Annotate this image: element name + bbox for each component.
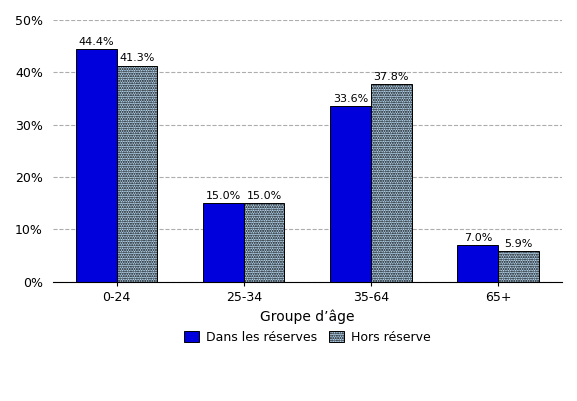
Bar [117, 65, 158, 282]
Text: 7.0%: 7.0% [463, 233, 492, 243]
Bar [76, 49, 117, 282]
Bar [498, 251, 539, 282]
Text: 15.0%: 15.0% [206, 191, 241, 201]
X-axis label: Groupe d’âge: Groupe d’âge [260, 309, 355, 324]
Bar [203, 203, 243, 282]
Text: 33.6%: 33.6% [333, 94, 368, 104]
Bar [243, 203, 284, 282]
Bar [458, 245, 498, 282]
Text: 5.9%: 5.9% [504, 239, 533, 249]
Bar [371, 84, 411, 282]
Text: 37.8%: 37.8% [373, 72, 409, 82]
Bar [330, 106, 371, 282]
Legend: Dans les réserves, Hors réserve: Dans les réserves, Hors réserve [179, 326, 435, 349]
Text: 15.0%: 15.0% [246, 191, 282, 201]
Text: 44.4%: 44.4% [78, 37, 114, 47]
Text: 41.3%: 41.3% [119, 53, 155, 63]
